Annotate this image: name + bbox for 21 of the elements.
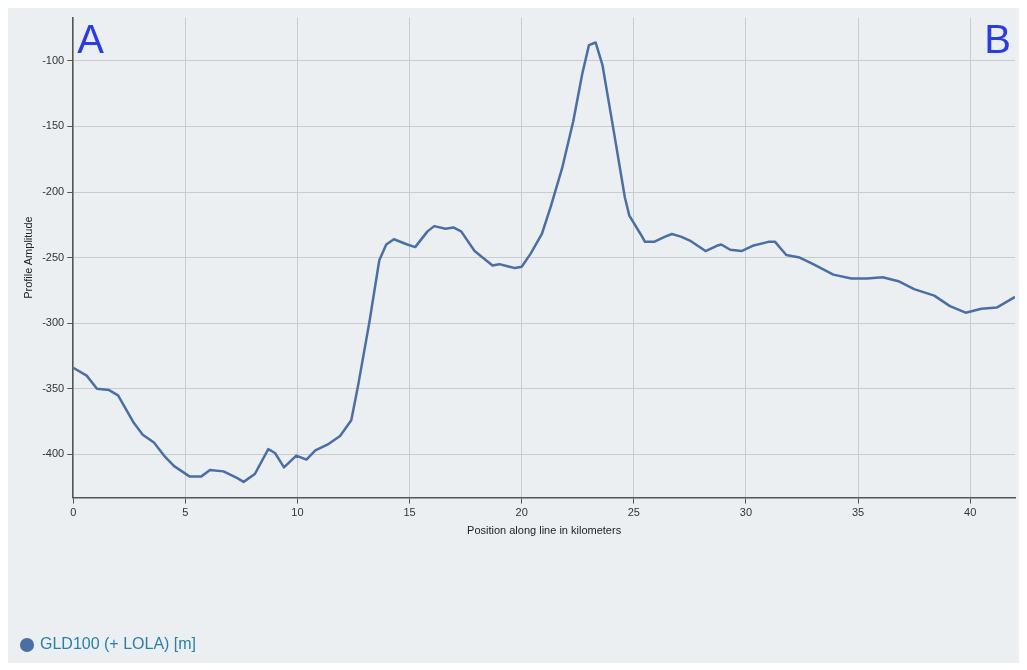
y-tick-label: -350 [42, 381, 65, 394]
y-tick-label: -250 [42, 250, 65, 263]
y-tick-label: -200 [42, 185, 65, 198]
y-tick-label: -150 [42, 119, 65, 132]
x-tick-label: 10 [291, 506, 304, 519]
annotation: A [77, 16, 105, 61]
x-tick-label: 20 [515, 506, 528, 519]
x-tick-label: 15 [403, 506, 416, 519]
x-tick-label: 40 [964, 506, 977, 519]
y-tick-label: -300 [42, 316, 65, 329]
legend-label: GLD100 (+ LOLA) [m] [40, 635, 197, 653]
x-tick-label: 0 [70, 506, 77, 519]
annotation: B [984, 16, 1011, 61]
y-axis-title: Profile Amplitude [21, 216, 34, 299]
y-tick-label: -100 [42, 53, 65, 66]
x-tick-label: 35 [851, 506, 865, 519]
x-tick-label: 5 [182, 506, 189, 519]
y-tick-label: -400 [42, 447, 65, 460]
x-axis-title: Position along line in kilometers [467, 524, 622, 537]
x-tick-label: 25 [627, 506, 640, 519]
x-tick-label: 30 [739, 506, 753, 519]
